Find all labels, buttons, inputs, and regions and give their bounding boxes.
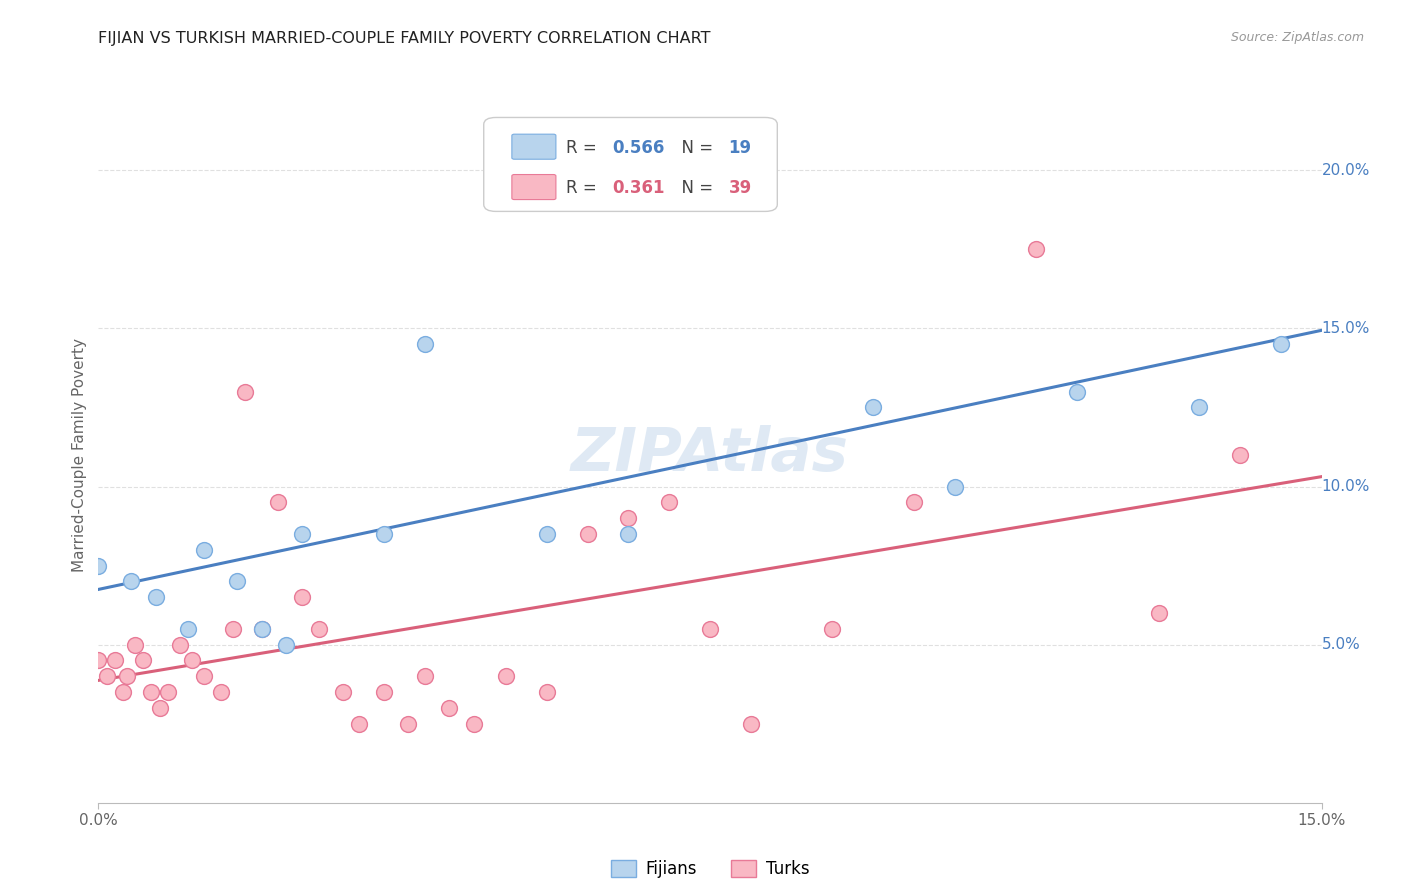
Point bbox=[141, 685, 163, 699]
Point bbox=[349, 716, 371, 731]
Point bbox=[437, 701, 460, 715]
Point bbox=[1188, 401, 1211, 415]
Point bbox=[111, 685, 134, 699]
Text: ZIPAtlas: ZIPAtlas bbox=[571, 425, 849, 484]
Point bbox=[226, 574, 249, 589]
Point bbox=[181, 653, 204, 667]
Text: 5.0%: 5.0% bbox=[1322, 637, 1361, 652]
Point bbox=[233, 384, 256, 399]
Point bbox=[617, 527, 640, 541]
Text: R =: R = bbox=[565, 139, 602, 157]
Point bbox=[145, 591, 167, 605]
Text: 0.361: 0.361 bbox=[612, 179, 665, 197]
Point bbox=[903, 495, 925, 509]
Point bbox=[250, 622, 273, 636]
Point bbox=[120, 574, 142, 589]
Point bbox=[495, 669, 517, 683]
Point bbox=[740, 716, 762, 731]
FancyBboxPatch shape bbox=[512, 134, 555, 159]
Point bbox=[396, 716, 419, 731]
FancyBboxPatch shape bbox=[512, 175, 555, 200]
Point bbox=[193, 542, 215, 557]
Point bbox=[373, 685, 395, 699]
Point bbox=[222, 622, 245, 636]
Point bbox=[617, 511, 640, 525]
Text: FIJIAN VS TURKISH MARRIED-COUPLE FAMILY POVERTY CORRELATION CHART: FIJIAN VS TURKISH MARRIED-COUPLE FAMILY … bbox=[98, 31, 711, 46]
Text: N =: N = bbox=[671, 179, 718, 197]
Point bbox=[291, 591, 314, 605]
Point bbox=[250, 622, 273, 636]
Point bbox=[536, 527, 558, 541]
Legend: Fijians, Turks: Fijians, Turks bbox=[605, 854, 815, 885]
Point bbox=[658, 194, 681, 209]
Point bbox=[274, 638, 297, 652]
Point bbox=[658, 495, 681, 509]
Point bbox=[373, 527, 395, 541]
Point bbox=[332, 685, 354, 699]
Point bbox=[413, 337, 436, 351]
Text: 10.0%: 10.0% bbox=[1322, 479, 1369, 494]
Point bbox=[1270, 337, 1292, 351]
Point bbox=[413, 669, 436, 683]
Point bbox=[169, 638, 191, 652]
Text: 20.0%: 20.0% bbox=[1322, 163, 1369, 178]
Text: 39: 39 bbox=[728, 179, 752, 197]
Point bbox=[1025, 243, 1047, 257]
Point bbox=[576, 527, 599, 541]
Point bbox=[821, 622, 844, 636]
Point bbox=[1066, 384, 1088, 399]
Point bbox=[115, 669, 138, 683]
Point bbox=[156, 685, 179, 699]
Point bbox=[291, 527, 314, 541]
Point bbox=[177, 622, 200, 636]
Text: 15.0%: 15.0% bbox=[1322, 321, 1369, 336]
Point bbox=[862, 401, 884, 415]
Text: R =: R = bbox=[565, 179, 602, 197]
Point bbox=[87, 653, 110, 667]
Point bbox=[209, 685, 232, 699]
Point bbox=[193, 669, 215, 683]
Point bbox=[96, 669, 118, 683]
Text: 0.566: 0.566 bbox=[612, 139, 665, 157]
Point bbox=[104, 653, 127, 667]
Point bbox=[943, 479, 966, 493]
Point bbox=[536, 685, 558, 699]
Point bbox=[124, 638, 146, 652]
Text: Source: ZipAtlas.com: Source: ZipAtlas.com bbox=[1230, 31, 1364, 45]
Point bbox=[267, 495, 290, 509]
Point bbox=[463, 716, 485, 731]
Point bbox=[699, 622, 721, 636]
Text: 19: 19 bbox=[728, 139, 751, 157]
Point bbox=[1229, 448, 1251, 462]
Point bbox=[132, 653, 155, 667]
FancyBboxPatch shape bbox=[484, 118, 778, 211]
Point bbox=[149, 701, 172, 715]
Point bbox=[308, 622, 330, 636]
Point bbox=[1147, 606, 1170, 620]
Y-axis label: Married-Couple Family Poverty: Married-Couple Family Poverty bbox=[72, 338, 87, 572]
Text: N =: N = bbox=[671, 139, 718, 157]
Point bbox=[87, 558, 110, 573]
